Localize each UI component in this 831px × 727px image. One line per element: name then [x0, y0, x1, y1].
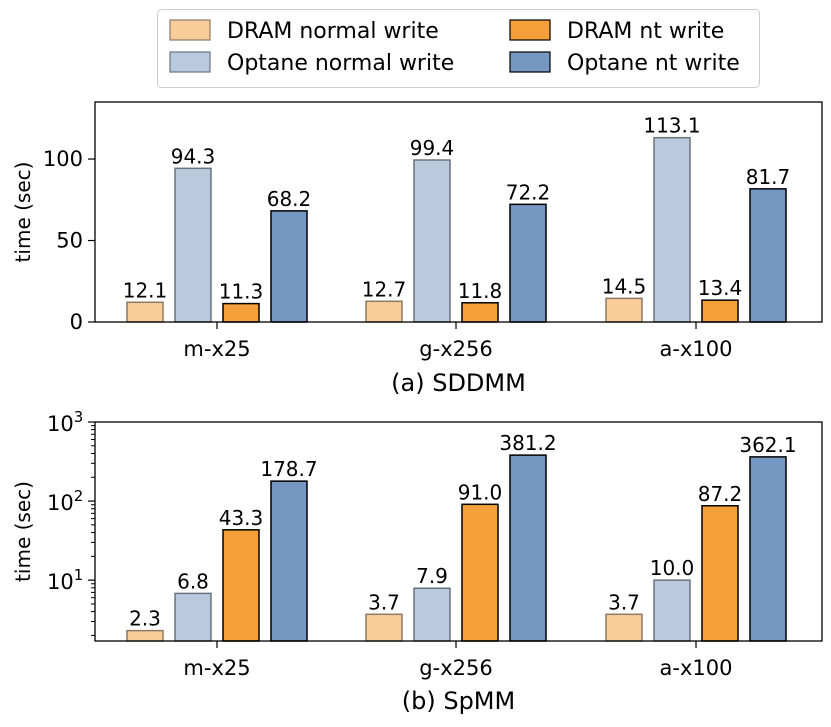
- x-tick-label: g-x256: [419, 656, 492, 680]
- bar: [222, 529, 260, 642]
- data-label: 3.7: [368, 590, 400, 614]
- data-label: 13.4: [698, 276, 743, 300]
- legend: DRAM normal write Optane normal write DRAM…: [157, 9, 760, 88]
- y-axis-label: time (sec): [11, 162, 35, 263]
- data-label: 12.1: [123, 278, 168, 302]
- chart-title: (b) SpMM: [402, 687, 515, 715]
- bar: [749, 456, 787, 642]
- bar: [174, 167, 212, 323]
- x-tick-label: a-x100: [660, 656, 733, 680]
- bar: [653, 579, 691, 642]
- bar: [413, 587, 451, 642]
- legend-swatch: [169, 51, 211, 73]
- legend-label: DRAM normal write: [227, 19, 439, 44]
- data-label: 178.7: [260, 457, 317, 481]
- bar: [701, 505, 739, 642]
- chart-panel-1: 0 50 100 12.1 12.7 14.5 94.3 99.4 113.1 11.3 11.8 1…: [11, 101, 823, 397]
- data-label: 113.1: [643, 114, 700, 138]
- data-label: 43.3: [219, 506, 264, 530]
- bar: [461, 503, 499, 642]
- data-label: 6.8: [177, 569, 209, 593]
- x-tick-label: g-x256: [419, 337, 492, 361]
- data-label: 87.2: [698, 482, 743, 506]
- bar: [222, 302, 260, 323]
- data-label: 12.7: [362, 277, 407, 301]
- bar: [653, 136, 691, 323]
- data-label: 381.2: [499, 431, 556, 455]
- data-label: 91.0: [458, 480, 503, 504]
- bar: [174, 592, 212, 642]
- x-tick-label: m-x25: [183, 656, 250, 680]
- plot-frame: [94, 421, 823, 642]
- y-tick-label: 100: [43, 147, 83, 171]
- data-label: 7.9: [416, 564, 448, 588]
- bar: [605, 297, 643, 323]
- x-tick-label: m-x25: [183, 337, 250, 361]
- data-label: 11.3: [219, 280, 264, 304]
- legend-swatch: [509, 19, 551, 41]
- data-label: 68.2: [267, 187, 312, 211]
- legend-label: Optane normal write: [227, 51, 454, 76]
- legend-frame: [157, 9, 760, 88]
- bar: [126, 629, 164, 642]
- data-label: 10.0: [650, 556, 695, 580]
- legend-label: Optane nt write: [567, 51, 740, 76]
- legend-label: DRAM nt write: [567, 19, 724, 44]
- data-label: 81.7: [746, 165, 791, 189]
- plot-frame: [94, 101, 823, 323]
- data-label: 94.3: [171, 144, 216, 168]
- data-label: 11.8: [458, 279, 503, 303]
- bar: [413, 159, 451, 323]
- data-label: 14.5: [602, 274, 647, 298]
- y-tick-label: 0: [70, 310, 83, 334]
- y-axis-label: time (sec): [11, 481, 35, 582]
- legend-swatch: [169, 19, 211, 41]
- bar: [749, 188, 787, 323]
- bar: [701, 299, 739, 323]
- chart-title: (a) SDDMM: [391, 369, 526, 397]
- data-label: 3.7: [608, 590, 640, 614]
- data-label: 99.4: [410, 136, 455, 160]
- legend-swatch: [509, 51, 551, 73]
- y-tick-label: 101: [47, 566, 83, 594]
- data-label: 72.2: [506, 180, 551, 204]
- data-label: 362.1: [739, 433, 796, 457]
- bar: [605, 613, 643, 642]
- x-tick-label: a-x100: [660, 337, 733, 361]
- bar: [509, 454, 547, 642]
- bar: [126, 301, 164, 323]
- bar: [270, 210, 308, 323]
- y-tick-label: 102: [47, 487, 83, 515]
- bar: [461, 302, 499, 323]
- bar: [509, 203, 547, 323]
- bar: [365, 300, 403, 323]
- data-label: 2.3: [129, 607, 161, 631]
- bar: [270, 480, 308, 642]
- y-tick-label: 50: [56, 229, 83, 253]
- y-tick-label: 103: [47, 408, 83, 436]
- bar: [365, 613, 403, 642]
- chart-panel-2: 101 102 103 2.3 3.7 3.7 6.8 7.9 10.0 43.3 91.0 87.2…: [11, 408, 823, 715]
